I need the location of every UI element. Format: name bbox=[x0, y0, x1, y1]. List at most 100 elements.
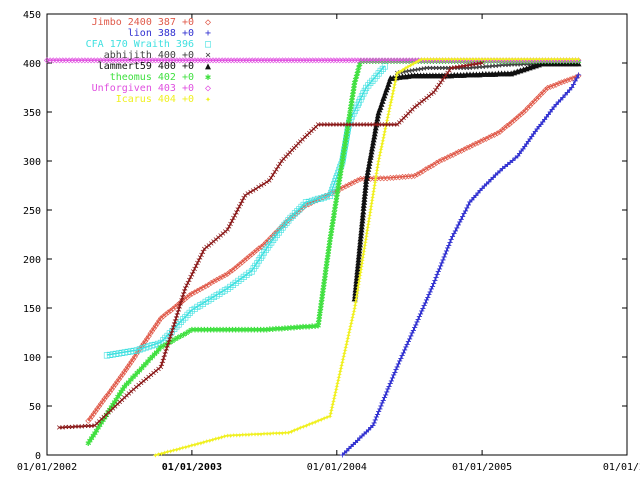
data-point: + bbox=[473, 190, 479, 201]
data-point: + bbox=[536, 122, 542, 133]
data-point: ◇ bbox=[319, 55, 325, 66]
data-point: ▲ bbox=[520, 64, 526, 75]
data-point: ✱ bbox=[345, 123, 351, 134]
data-point: ◇ bbox=[101, 55, 107, 66]
data-point: ◇ bbox=[273, 55, 279, 66]
data-point: ◇ bbox=[240, 55, 246, 66]
data-point: ✦ bbox=[373, 171, 379, 182]
data-point: ✦ bbox=[533, 54, 539, 65]
y-tick-label: 250 bbox=[23, 206, 41, 217]
data-point: ◇ bbox=[156, 315, 162, 326]
data-point: ✦ bbox=[225, 430, 231, 441]
data-point: + bbox=[469, 195, 475, 206]
data-point: ◇ bbox=[204, 55, 210, 66]
data-point: □ bbox=[312, 195, 318, 206]
data-point: ◇ bbox=[406, 171, 412, 182]
data-point: ◇ bbox=[349, 55, 355, 66]
data-point: ◇ bbox=[198, 55, 204, 66]
data-point: ✦ bbox=[380, 132, 386, 143]
legend-marker: ◇ bbox=[205, 17, 211, 28]
data-point: ✱ bbox=[488, 56, 494, 67]
data-point: ◇ bbox=[170, 303, 176, 314]
data-point: ✦ bbox=[515, 54, 521, 65]
data-point: + bbox=[441, 252, 447, 263]
data-point: + bbox=[380, 395, 386, 406]
data-point: □ bbox=[189, 305, 195, 316]
data-point: ✦ bbox=[383, 121, 389, 132]
data-point: ✦ bbox=[349, 315, 355, 326]
data-point: ◇ bbox=[167, 305, 173, 316]
data-point: ◇ bbox=[453, 148, 459, 159]
data-point: ✦ bbox=[350, 309, 356, 320]
data-point: ◇ bbox=[425, 163, 431, 174]
data-point: □ bbox=[353, 103, 359, 114]
data-point: ◇ bbox=[355, 55, 361, 66]
data-point: ◇ bbox=[509, 117, 515, 128]
data-point: × bbox=[250, 185, 256, 196]
data-point: + bbox=[376, 407, 382, 418]
data-point: ✱ bbox=[239, 325, 245, 336]
data-point: ✱ bbox=[229, 325, 235, 336]
legend-marker: ✱ bbox=[205, 72, 211, 83]
data-point: ▲ bbox=[355, 257, 361, 268]
data-point: × bbox=[396, 118, 402, 129]
data-point: + bbox=[433, 273, 439, 284]
data-point: ✦ bbox=[560, 54, 566, 65]
data-point: × bbox=[181, 286, 187, 297]
data-point: ▲ bbox=[396, 72, 402, 83]
data-point: ✱ bbox=[566, 56, 572, 67]
data-point: ▲ bbox=[364, 173, 370, 184]
data-point: ◇ bbox=[464, 55, 470, 66]
series-0: ◇◇◇◇◇◇◇◇◇◇◇◇◇◇◇◇◇◇◇◇◇◇◇◇◇◇◇◇◇◇◇◇◇◇◇◇◇◇◇◇… bbox=[85, 71, 581, 427]
data-point: ◇ bbox=[491, 129, 497, 140]
data-point: ✦ bbox=[303, 420, 309, 431]
data-point: ✦ bbox=[374, 162, 380, 173]
data-point: × bbox=[434, 83, 440, 94]
data-point: ✱ bbox=[325, 246, 331, 257]
data-point: □ bbox=[336, 165, 342, 176]
data-point: × bbox=[238, 199, 244, 210]
data-point: ✦ bbox=[384, 115, 390, 126]
data-point: + bbox=[464, 203, 470, 214]
data-point: × bbox=[430, 63, 436, 74]
data-point: ✦ bbox=[294, 424, 300, 435]
data-point: ◇ bbox=[470, 55, 476, 66]
data-point: × bbox=[230, 213, 236, 224]
data-point: ◇ bbox=[527, 55, 533, 66]
data-point: ◇ bbox=[434, 55, 440, 66]
data-point: × bbox=[443, 70, 449, 81]
data-point: ✱ bbox=[394, 56, 400, 67]
data-point: □ bbox=[333, 173, 339, 184]
data-point: ✦ bbox=[346, 327, 352, 338]
data-point: × bbox=[164, 344, 170, 355]
data-point: ◇ bbox=[542, 55, 548, 66]
data-point: ◇ bbox=[265, 235, 271, 246]
data-point: × bbox=[439, 63, 445, 74]
data-point: □ bbox=[146, 341, 152, 352]
data-point: □ bbox=[243, 270, 249, 281]
data-point: + bbox=[484, 179, 490, 190]
data-point: + bbox=[398, 353, 404, 364]
data-point: × bbox=[119, 395, 125, 406]
data-point: ◇ bbox=[239, 257, 245, 268]
data-point: + bbox=[524, 139, 530, 150]
data-point: ✱ bbox=[334, 189, 340, 200]
data-point: ✱ bbox=[130, 372, 136, 383]
data-point: ▲ bbox=[473, 69, 479, 80]
data-point: □ bbox=[330, 182, 336, 193]
data-point: ✱ bbox=[339, 156, 345, 167]
data-point: × bbox=[175, 308, 181, 319]
data-point: ◇ bbox=[192, 55, 198, 66]
data-point: ✦ bbox=[390, 85, 396, 96]
data-point: □ bbox=[187, 307, 193, 318]
data-point: × bbox=[304, 130, 310, 141]
data-point: ✱ bbox=[342, 138, 348, 149]
series-8: ××××××××××××××××××××××××××××××××××××××××… bbox=[56, 58, 485, 434]
data-point: ◇ bbox=[109, 384, 115, 395]
data-point: ▲ bbox=[376, 104, 382, 115]
data-point: × bbox=[427, 63, 433, 74]
data-point: ◇ bbox=[373, 55, 379, 66]
data-point: ✱ bbox=[320, 285, 326, 296]
data-point: ▲ bbox=[355, 263, 361, 274]
data-point: ✦ bbox=[152, 450, 158, 461]
